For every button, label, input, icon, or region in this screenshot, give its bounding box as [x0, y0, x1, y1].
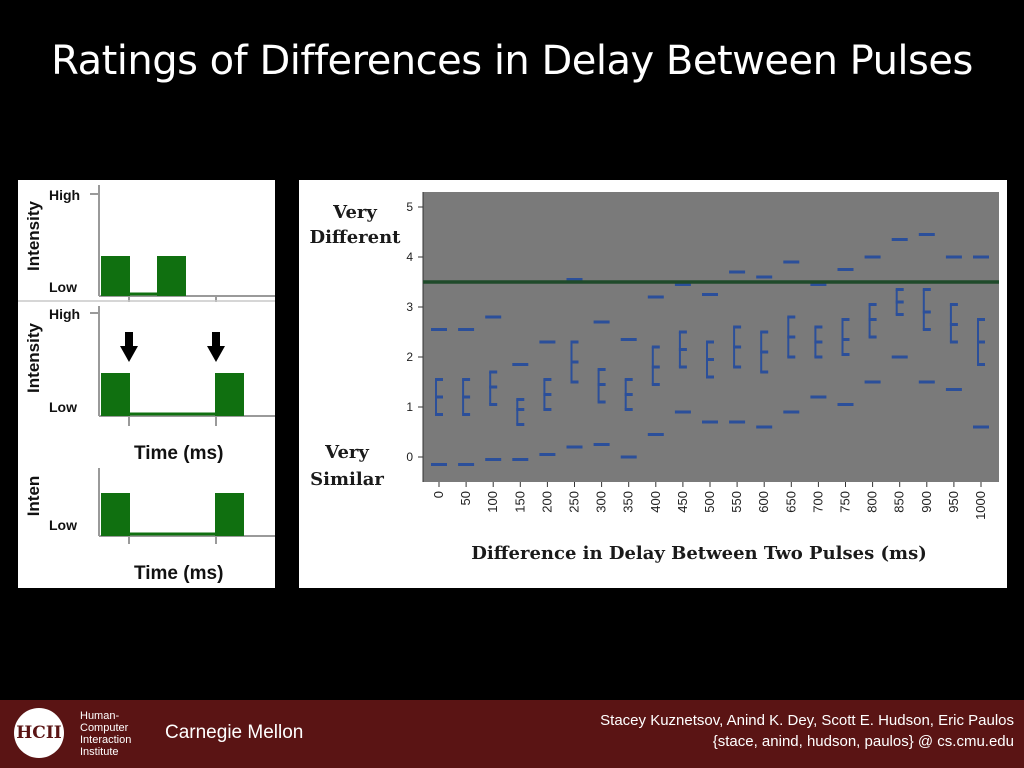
diagram-1-low-label: Low	[49, 279, 77, 295]
x-tick-label: 250	[567, 491, 582, 513]
y-label-top-2: Different	[309, 227, 401, 248]
pulse-2a	[101, 373, 130, 416]
x-tick-label: 400	[648, 491, 663, 513]
y-tick-label: 4	[406, 250, 413, 264]
x-tick-label: 650	[783, 491, 798, 513]
x-tick-label: 500	[702, 491, 717, 513]
diagram-3-low-label: Low	[49, 517, 77, 533]
x-tick-label: 150	[512, 491, 527, 513]
authors-line: Stacey Kuznetsov, Anind K. Dey, Scott E.…	[600, 712, 1014, 729]
hcii-logo: HCII	[14, 708, 64, 758]
diagram-3-x-label: Time (ms)	[134, 563, 223, 584]
institute-line: Interaction	[80, 734, 132, 746]
pulse-1a	[101, 256, 130, 296]
pulse-diagram-3: Inten Low Time (ms)	[24, 468, 275, 584]
x-axis-label: Difference in Delay Between Two Pulses (…	[471, 543, 926, 564]
x-tick-label: 0	[431, 491, 446, 498]
footer-bar: HCII Human- Computer Interaction Institu…	[0, 700, 1024, 768]
pulse-diagram-2: Intensity High Low Time (ms)	[24, 306, 275, 464]
x-tick-label: 600	[756, 491, 771, 513]
x-tick-label: 450	[675, 491, 690, 513]
pulse-3b	[215, 493, 244, 536]
pulse-3a	[101, 493, 130, 536]
pulse-diagrams: Intensity High Low Intensity High Low	[18, 180, 275, 588]
diagram-2-y-label: Intensity	[24, 323, 43, 393]
plot-area	[423, 192, 999, 482]
institute-name: Human- Computer Interaction Institute	[80, 710, 131, 758]
x-ticks: 0 50 100 150 200 250 300 350 400 450 500 550 600 650 7…	[431, 482, 988, 520]
data-marks	[431, 233, 989, 466]
x-tick-label: 900	[919, 491, 934, 513]
ratings-chart-svg: 0 1 2 3 4 5 0 50 100 150 200 250 300 350 400 450 500 550…	[309, 192, 999, 564]
x-tick-label: 350	[621, 491, 636, 513]
x-tick-label: 550	[729, 491, 744, 513]
x-tick-label: 50	[458, 491, 473, 505]
pulse-2b	[215, 373, 244, 416]
y-label-bottom-2: Similar	[310, 469, 384, 490]
y-tick-label: 2	[406, 350, 413, 364]
institute-line: Human-	[80, 710, 120, 722]
x-tick-label: 200	[539, 491, 554, 513]
university-name: Carnegie Mellon	[165, 722, 304, 743]
emails-line: {stace, anind, hudson, paulos} @ cs.cmu.…	[712, 733, 1014, 750]
ratings-chart: 0 1 2 3 4 5 0 50 100 150 200 250 300 350 400 450 500 550…	[299, 180, 1007, 588]
x-tick-label: 1000	[973, 491, 988, 520]
institute-line: Institute	[80, 746, 119, 758]
y-tick-label: 5	[406, 200, 413, 214]
pulse-diagram-1: Intensity High Low	[18, 185, 275, 302]
diagram-1-y-label: Intensity	[24, 201, 43, 271]
pulse-diagram-svg: Intensity High Low Intensity High Low	[18, 185, 275, 584]
diagram-2-high-label: High	[49, 306, 80, 322]
x-tick-label: 950	[946, 491, 961, 513]
x-tick-label: 800	[865, 491, 880, 513]
y-label-bottom-1: Very	[324, 442, 369, 463]
institute-line: Computer	[80, 722, 129, 734]
y-tick-label: 1	[406, 400, 413, 414]
diagram-3-y-label: Inten	[24, 476, 43, 517]
x-tick-label: 700	[810, 491, 825, 513]
x-tick-label: 850	[892, 491, 907, 513]
x-tick-label: 300	[594, 491, 609, 513]
diagram-2-x-label: Time (ms)	[134, 443, 223, 464]
diagram-1-high-label: High	[49, 187, 80, 203]
x-tick-label: 750	[838, 491, 853, 513]
x-tick-label: 100	[485, 491, 500, 513]
diagram-2-low-label: Low	[49, 399, 77, 415]
pulse-1b	[157, 256, 186, 296]
slide-title: Ratings of Differences in Delay Between …	[51, 38, 973, 84]
y-label-top-1: Very	[332, 202, 377, 223]
y-tick-label: 0	[406, 450, 413, 464]
arrow-down-icon	[120, 332, 138, 362]
arrow-down-icon	[207, 332, 225, 362]
author-credits: Stacey Kuznetsov, Anind K. Dey, Scott E.…	[600, 710, 1014, 752]
y-ticks: 0 1 2 3 4 5	[406, 200, 423, 464]
y-tick-label: 3	[406, 300, 413, 314]
